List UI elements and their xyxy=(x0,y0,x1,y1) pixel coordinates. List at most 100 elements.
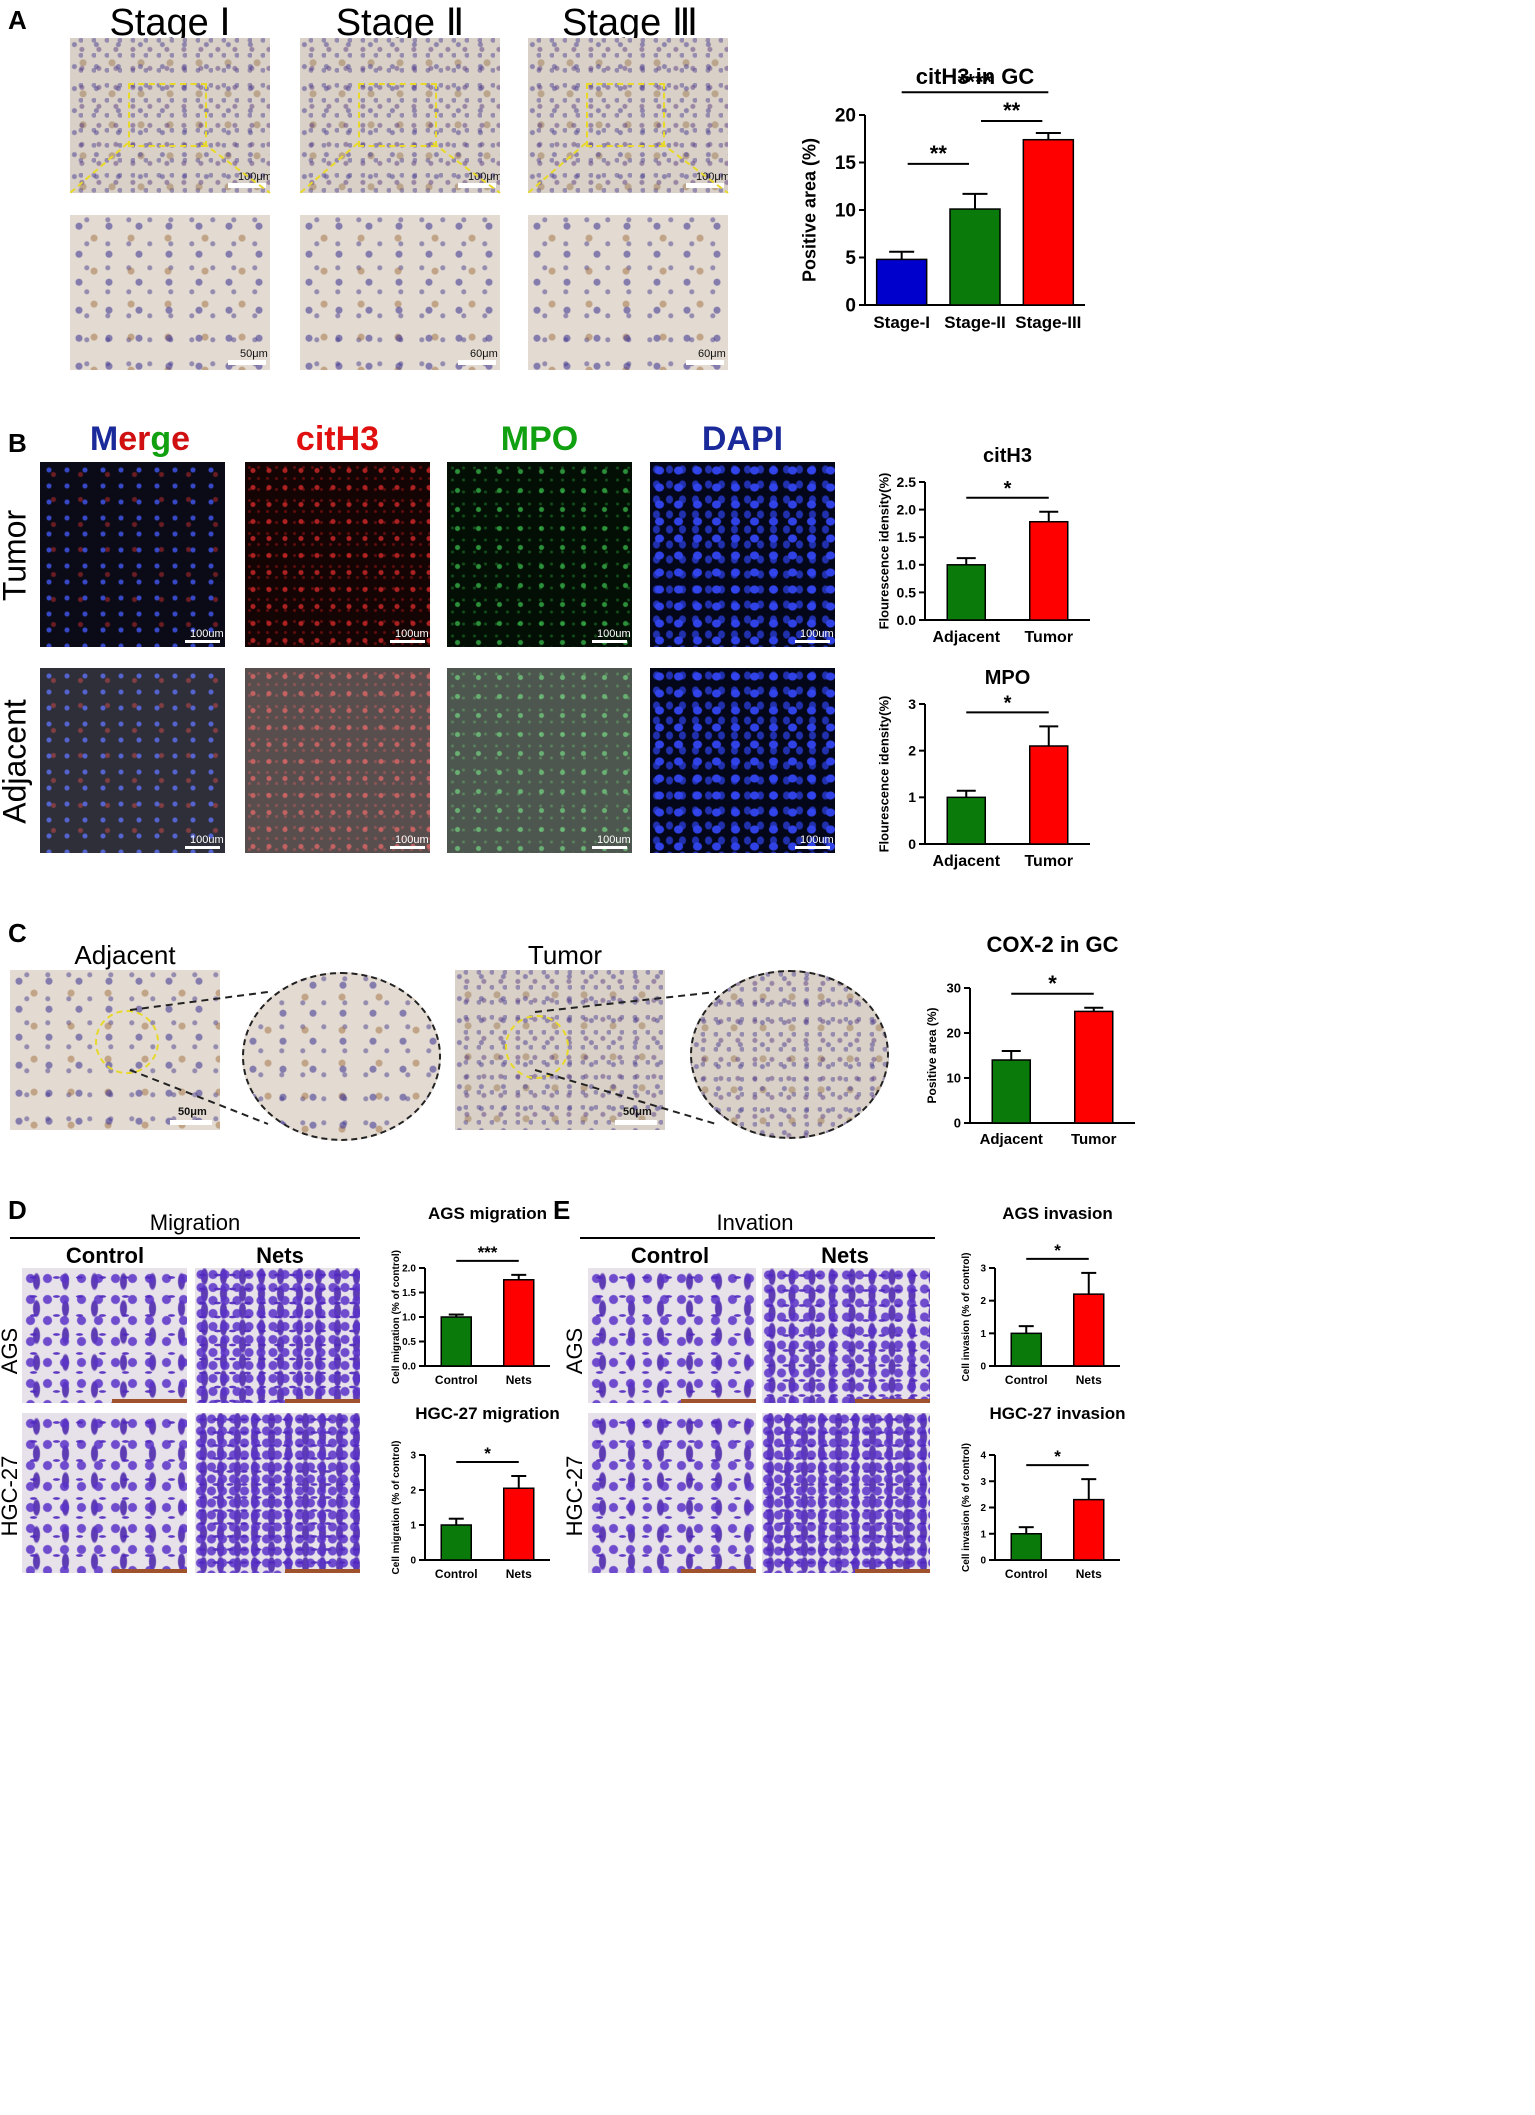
panel-label-c: C xyxy=(8,918,27,948)
y-tick-label: 20 xyxy=(835,106,856,127)
scale-bar-label: 100um xyxy=(395,834,429,846)
y-tick-label: 3 xyxy=(410,1451,416,1462)
y-tick-label: 3 xyxy=(980,1477,986,1488)
scale-bar xyxy=(458,360,496,365)
y-tick-label: 0 xyxy=(954,1116,961,1131)
y-axis-label: Cell migration (% of control) xyxy=(391,1250,402,1384)
zoom-connectors-a xyxy=(69,142,729,194)
merge-letter: e xyxy=(118,420,138,458)
scale-bar-label: 100um xyxy=(190,628,224,640)
y-tick-label: 2.0 xyxy=(897,502,917,518)
chart-title: HGC-27 invasion xyxy=(989,1404,1125,1423)
significance-label: *** xyxy=(478,1243,498,1262)
transwell-ags-nets-inv xyxy=(762,1268,930,1403)
zoom-box xyxy=(128,83,207,147)
y-tick-label: 0 xyxy=(980,1556,986,1567)
header-cith3: citH3 xyxy=(295,420,380,458)
x-tick-label: Adjacent xyxy=(932,629,1000,646)
x-tick-label: Stage-I xyxy=(873,313,930,332)
transwell-hgc27-nets xyxy=(195,1413,360,1573)
chart-cith3-fluorescence: citH3 0.0 0.5 1.0 1.5 2.0 2.5 Flourescence iden… xyxy=(877,445,1090,646)
zoom-circle xyxy=(505,1015,569,1079)
x-tick-label: Nets xyxy=(506,1567,532,1581)
chart-title: AGS migration xyxy=(428,1204,547,1223)
significance-label: * xyxy=(484,1444,491,1463)
bar-nets xyxy=(1073,1498,1105,1561)
if-adjacent-dapi: 100um xyxy=(650,668,835,853)
y-axis-label: Cell invasion (% of control) xyxy=(961,1443,972,1572)
row-label-hgc27: HGC-27 xyxy=(0,1455,22,1537)
y-tick-label: 30 xyxy=(947,981,961,996)
ihc-cox2-tumor: 50μm xyxy=(455,970,665,1130)
y-tick-label: 4 xyxy=(980,1451,986,1462)
y-tick-label: 1 xyxy=(980,1529,986,1540)
y-tick-label: 1 xyxy=(980,1329,986,1340)
y-tick-label: 2.0 xyxy=(402,1264,416,1275)
significance-label: * xyxy=(1054,1447,1061,1466)
merge-letter: g xyxy=(150,420,172,458)
scale-bar xyxy=(458,183,496,188)
y-axis-label: Cell migration (% of control) xyxy=(391,1441,402,1575)
stage-header-1: Stage Ⅰ xyxy=(109,2,231,44)
bar-nets xyxy=(503,1279,535,1367)
y-tick-label: 3 xyxy=(908,696,916,712)
if-tumor-mpo: 100um xyxy=(447,462,632,647)
y-axis-label: Positive area (%) xyxy=(800,138,820,282)
zoom-box xyxy=(358,83,437,147)
merge-letter: e xyxy=(171,420,191,458)
chart-title: HGC-27 migration xyxy=(415,1404,560,1423)
ihc-cox2-adjacent-zoom xyxy=(242,972,441,1141)
scale-bar-label: 60μm xyxy=(470,348,498,360)
y-tick-label: 0 xyxy=(845,296,856,317)
if-tumor-merge: 100um xyxy=(40,462,225,647)
bar-stage-ii xyxy=(949,208,1001,306)
header-merge: Merge xyxy=(40,420,240,459)
y-tick-label: 1 xyxy=(410,1521,416,1532)
x-tick-label: Tumor xyxy=(1024,629,1073,646)
x-tick-label: Tumor xyxy=(1071,1131,1117,1148)
row-label-tumor: Tumor xyxy=(0,509,33,602)
stage-header-2: Stage Ⅱ xyxy=(335,2,465,44)
x-tick-label: Tumor xyxy=(1024,853,1073,870)
y-tick-label: 3 xyxy=(980,1264,986,1275)
transwell-ags-control-inv xyxy=(588,1268,756,1403)
zoom-circle xyxy=(95,1010,159,1074)
bar-nets xyxy=(1073,1293,1105,1367)
scale-bar xyxy=(686,183,724,188)
x-tick-label: Nets xyxy=(1076,1373,1102,1387)
transwell-ags-control xyxy=(22,1268,187,1403)
chart-title: COX-2 in GC xyxy=(986,932,1118,957)
y-tick-label: 1.0 xyxy=(402,1313,416,1324)
scale-bar-label: 100um xyxy=(395,628,429,640)
x-tick-label: Stage-II xyxy=(944,313,1005,332)
if-adjacent-cith3: 100um xyxy=(245,668,430,853)
bar-control xyxy=(440,1524,472,1561)
x-tick-label: Stage-III xyxy=(1015,313,1081,332)
header-dapi: DAPI xyxy=(701,420,784,458)
chart-title: citH3 in GC xyxy=(916,64,1035,89)
transwell-hgc27-control-inv xyxy=(588,1413,756,1573)
title-migration: Migration xyxy=(149,1210,241,1235)
y-tick-label: 0.0 xyxy=(402,1362,416,1373)
row-label-hgc27: HGC-27 xyxy=(562,1455,587,1537)
col-control: Control xyxy=(65,1243,145,1268)
significance-label: * xyxy=(1054,1241,1061,1260)
chart-hgc27-invasion: HGC-27 invasion 0 1 2 3 4 Cell invasion (% of … xyxy=(961,1404,1126,1581)
scale-bar xyxy=(686,360,724,365)
x-tick-label: Control xyxy=(435,1567,478,1581)
y-tick-label: 0 xyxy=(980,1362,986,1373)
row-label-ags: AGS xyxy=(0,1327,22,1375)
col-nets: Nets xyxy=(821,1243,869,1268)
ihc-zoom-stage1: 50μm xyxy=(70,215,270,370)
header-adjacent: Adjacent xyxy=(74,940,176,970)
significance-label: * xyxy=(1004,692,1012,714)
bar-tumor xyxy=(1029,520,1069,621)
bar-adjacent xyxy=(946,796,986,845)
significance-label: * xyxy=(1004,478,1012,500)
bar-adjacent xyxy=(991,1059,1031,1124)
scale-bar-label: 100um xyxy=(800,628,834,640)
header-mpo: MPO xyxy=(500,420,579,458)
bar-adjacent xyxy=(946,564,986,621)
scale-bar xyxy=(228,360,266,365)
